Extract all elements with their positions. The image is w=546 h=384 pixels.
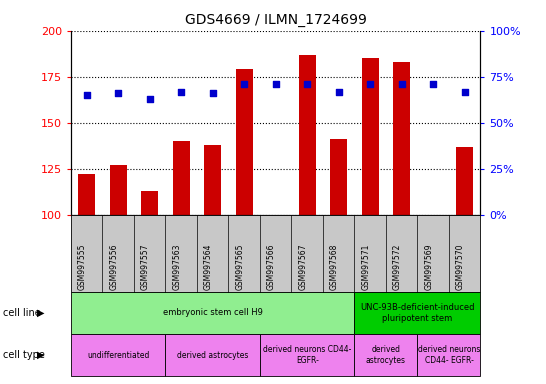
Text: GSM997570: GSM997570 bbox=[456, 243, 465, 290]
Text: cell line: cell line bbox=[3, 308, 40, 318]
Text: GSM997569: GSM997569 bbox=[424, 243, 433, 290]
Point bbox=[460, 88, 469, 94]
Text: derived neurons
CD44- EGFR-: derived neurons CD44- EGFR- bbox=[418, 346, 480, 365]
Bar bbox=[330, 139, 347, 215]
Text: GSM997556: GSM997556 bbox=[109, 243, 118, 290]
Bar bbox=[393, 62, 411, 215]
Bar bbox=[78, 174, 96, 215]
Bar bbox=[235, 70, 253, 215]
Point bbox=[334, 88, 343, 94]
Point bbox=[114, 90, 123, 96]
Bar bbox=[456, 147, 473, 215]
Bar bbox=[110, 165, 127, 215]
Point bbox=[303, 81, 312, 87]
Text: GSM997571: GSM997571 bbox=[361, 243, 370, 290]
Text: ▶: ▶ bbox=[37, 308, 45, 318]
Point bbox=[429, 81, 437, 87]
Text: undifferentiated: undifferentiated bbox=[87, 351, 150, 360]
Text: derived astrocytes: derived astrocytes bbox=[177, 351, 248, 360]
Text: GSM997565: GSM997565 bbox=[235, 243, 244, 290]
Text: GSM997563: GSM997563 bbox=[172, 243, 181, 290]
Text: GSM997555: GSM997555 bbox=[78, 243, 87, 290]
Text: GSM997566: GSM997566 bbox=[267, 243, 276, 290]
Bar bbox=[361, 58, 379, 215]
Point bbox=[82, 92, 91, 98]
Text: GSM997567: GSM997567 bbox=[298, 243, 307, 290]
Text: UNC-93B-deficient-induced
pluripotent stem: UNC-93B-deficient-induced pluripotent st… bbox=[360, 303, 474, 323]
Text: derived neurons CD44-
EGFR-: derived neurons CD44- EGFR- bbox=[263, 346, 352, 365]
Bar bbox=[299, 55, 316, 215]
Text: cell type: cell type bbox=[3, 350, 45, 360]
Point bbox=[209, 90, 217, 96]
Text: GSM997564: GSM997564 bbox=[204, 243, 213, 290]
Point bbox=[397, 81, 406, 87]
Point bbox=[240, 81, 248, 87]
Point bbox=[145, 96, 154, 102]
Text: GSM997557: GSM997557 bbox=[141, 243, 150, 290]
Text: ▶: ▶ bbox=[37, 350, 45, 360]
Point bbox=[177, 88, 186, 94]
Bar bbox=[204, 145, 221, 215]
Text: embryonic stem cell H9: embryonic stem cell H9 bbox=[163, 308, 263, 318]
Text: GSM997572: GSM997572 bbox=[393, 243, 402, 290]
Point bbox=[271, 81, 280, 87]
Text: derived
astrocytes: derived astrocytes bbox=[366, 346, 406, 365]
Bar bbox=[173, 141, 190, 215]
Bar bbox=[141, 191, 158, 215]
Title: GDS4669 / ILMN_1724699: GDS4669 / ILMN_1724699 bbox=[185, 13, 367, 27]
Text: GSM997568: GSM997568 bbox=[330, 243, 339, 290]
Point bbox=[366, 81, 375, 87]
